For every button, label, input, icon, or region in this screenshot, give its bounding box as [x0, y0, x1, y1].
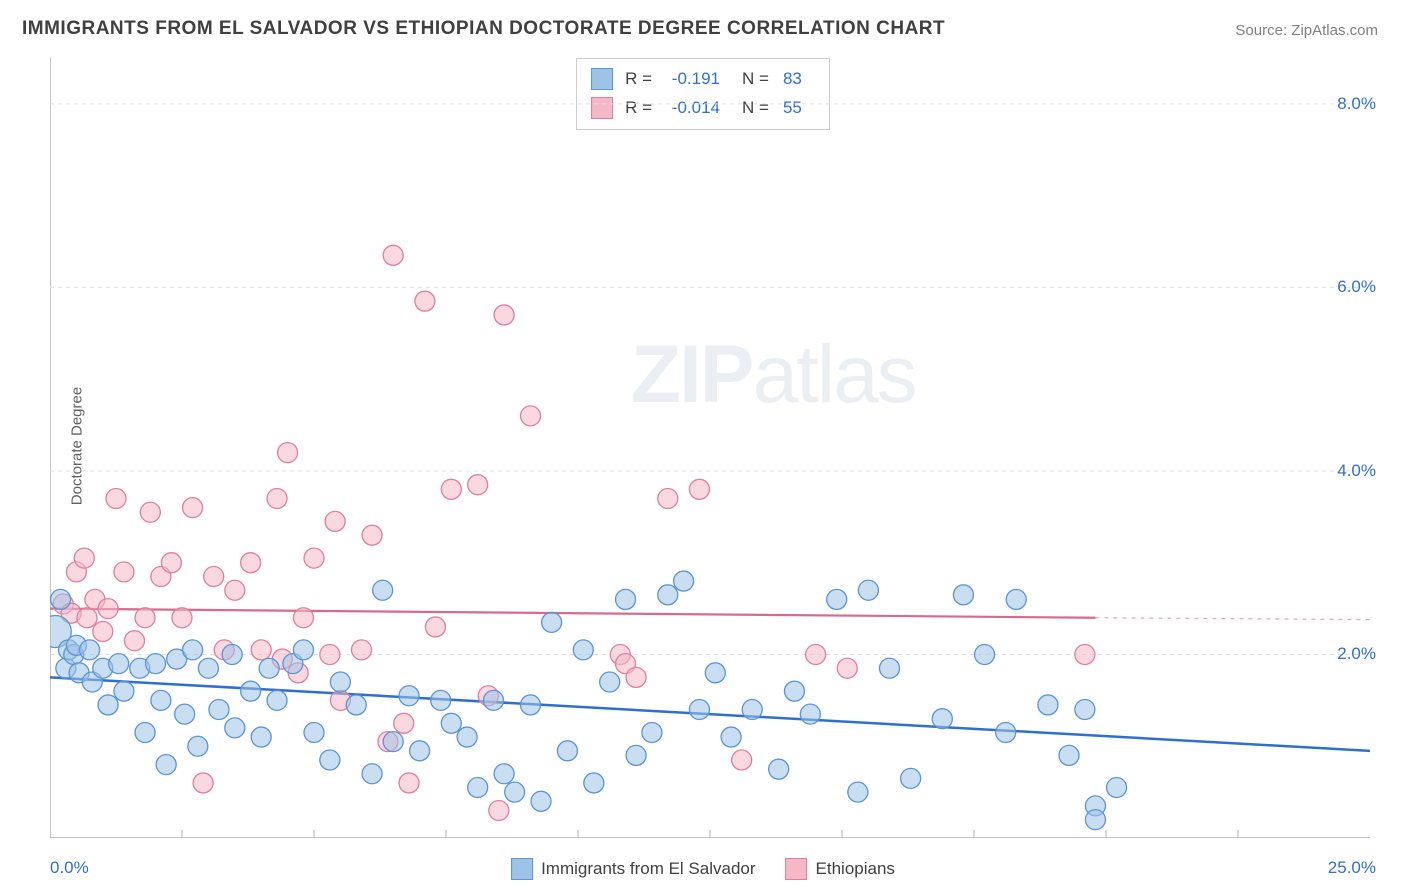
chart-container: IMMIGRANTS FROM EL SALVADOR VS ETHIOPIAN… [0, 0, 1406, 892]
swatch-b-bottom [786, 858, 808, 880]
scatter-plot [50, 58, 1370, 838]
y-tick-label: 4.0% [1337, 461, 1376, 481]
series-a-label: Immigrants from El Salvador [541, 859, 755, 879]
series-legend: Immigrants from El Salvador Ethiopians [511, 858, 895, 880]
source-label: Source: [1235, 22, 1291, 39]
y-tick-label: 6.0% [1337, 277, 1376, 297]
y-tick-label: 8.0% [1337, 94, 1376, 114]
legend-item-a: Immigrants from El Salvador [511, 858, 755, 880]
swatch-a-bottom [511, 858, 533, 880]
source-link[interactable]: ZipAtlas.com [1291, 22, 1378, 39]
y-tick-label: 2.0% [1337, 644, 1376, 664]
series-b-label: Ethiopians [816, 859, 895, 879]
chart-title: IMMIGRANTS FROM EL SALVADOR VS ETHIOPIAN… [22, 18, 945, 40]
source-attribution: Source: ZipAtlas.com [1235, 22, 1378, 39]
legend-item-b: Ethiopians [786, 858, 895, 880]
x-axis-end: 25.0% [1328, 858, 1376, 878]
x-axis-start: 0.0% [50, 858, 89, 878]
